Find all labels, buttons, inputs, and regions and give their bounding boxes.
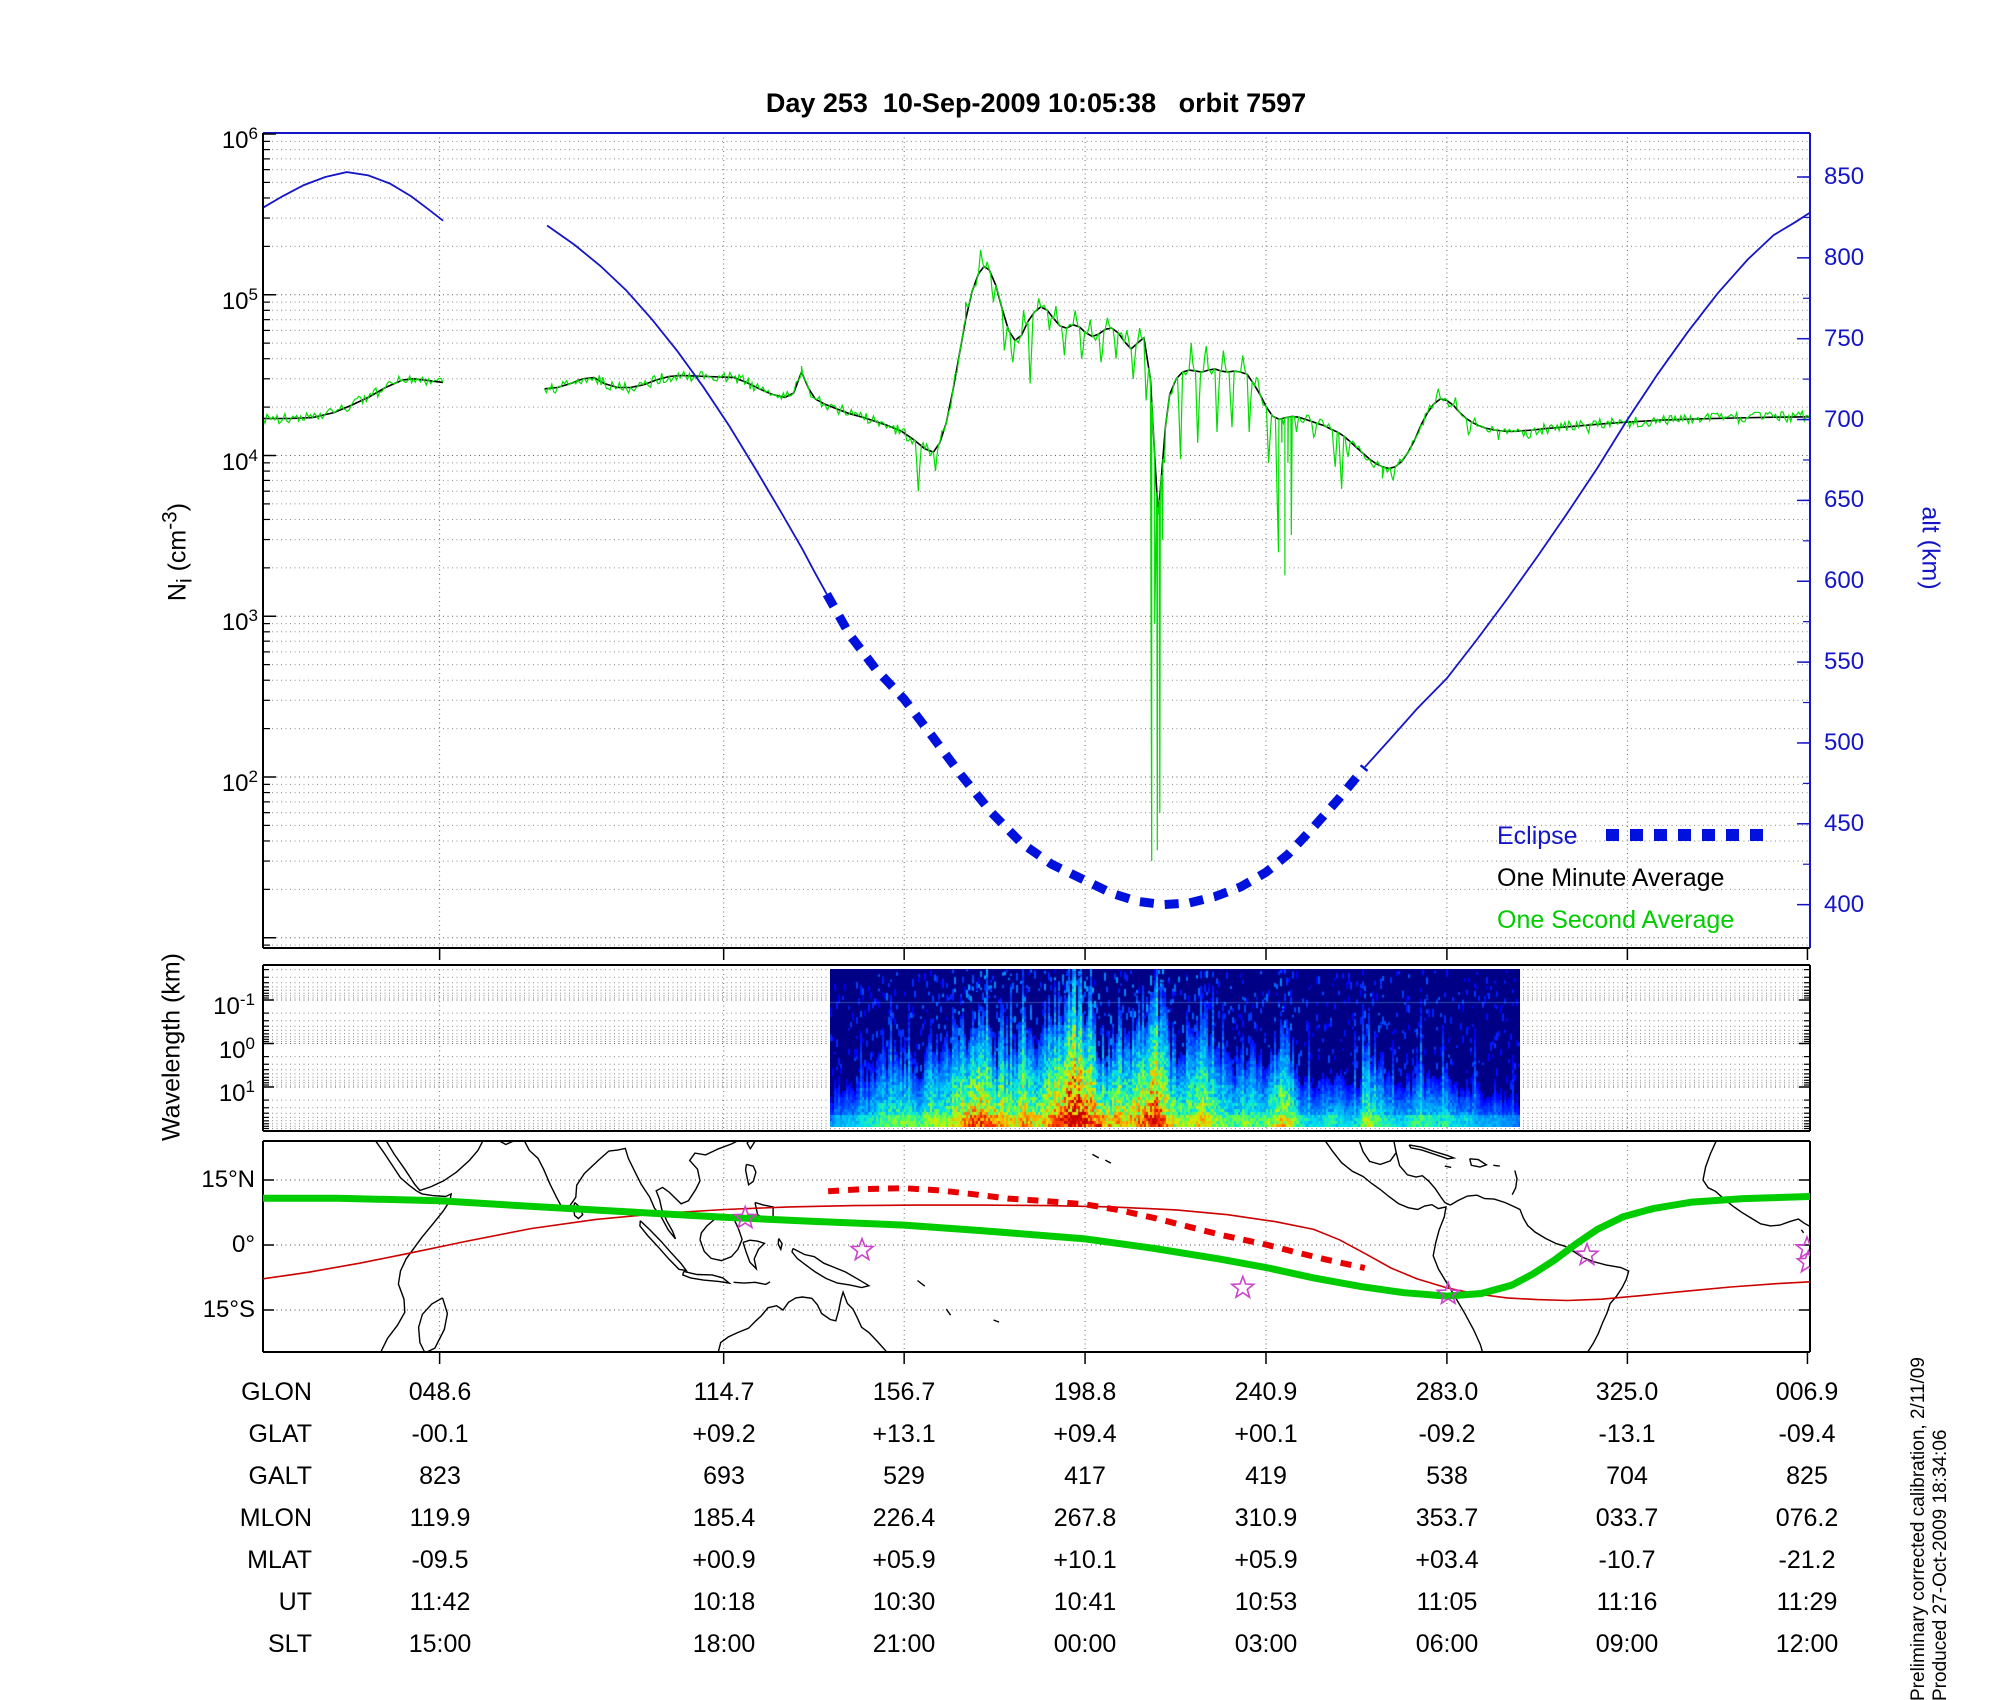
table-cell: 11:29 <box>1776 1588 1838 1616</box>
altitude-tick-label: 800 <box>1824 244 1865 271</box>
table-cell: 10:53 <box>1234 1588 1298 1616</box>
wavelength-tick-label: 101 <box>218 1077 255 1107</box>
table-cell: -09.2 <box>1418 1420 1476 1448</box>
altitude-tick-label: 600 <box>1824 567 1865 594</box>
table-cell: +13.1 <box>872 1420 936 1448</box>
produced-line-2: Produced 27-Oct-2009 18:34:06 <box>1930 1429 1951 1700</box>
altitude-tick-label: 550 <box>1824 648 1865 675</box>
table-cell: -00.1 <box>411 1420 469 1448</box>
table-cell: 11:42 <box>409 1588 471 1616</box>
table-cell: 417 <box>1064 1462 1106 1490</box>
table-cell: +03.4 <box>1415 1546 1479 1574</box>
table-cell: 10:18 <box>692 1588 756 1616</box>
table-cell: 119.9 <box>409 1504 471 1532</box>
table-cell: 325.0 <box>1595 1378 1659 1406</box>
map-lat-label: 15°S <box>202 1296 255 1323</box>
table-cell: 114.7 <box>693 1378 755 1406</box>
produced-line-1: Preliminary corrected calibration, 2/11/… <box>1908 1357 1929 1700</box>
table-cell: 03:00 <box>1234 1630 1298 1658</box>
table-cell: +00.1 <box>1234 1420 1298 1448</box>
table-cell: 00:00 <box>1053 1630 1117 1658</box>
density-tick-label: 106 <box>221 124 258 154</box>
table-cell: 11:05 <box>1416 1588 1478 1616</box>
altitude-tick-label: 650 <box>1824 486 1865 513</box>
table-row-label: GLAT <box>248 1420 312 1448</box>
table-cell: 693 <box>703 1462 745 1490</box>
table-cell: 823 <box>419 1462 461 1490</box>
table-cell: 10:41 <box>1053 1588 1117 1616</box>
table-cell: 538 <box>1426 1462 1468 1490</box>
table-cell: 18:00 <box>692 1630 756 1658</box>
altitude-tick-label: 750 <box>1824 325 1865 352</box>
table-row-label: GLON <box>241 1378 312 1406</box>
table-cell: 185.4 <box>692 1504 756 1532</box>
map-lat-label: 15°N <box>201 1166 255 1193</box>
table-cell: 353.7 <box>1415 1504 1479 1532</box>
density-tick-label: 105 <box>221 285 258 315</box>
table-cell: +05.9 <box>872 1546 936 1574</box>
table-cell: 529 <box>883 1462 925 1490</box>
page-title: Day 253 10-Sep-2009 10:05:38 orbit 7597 <box>765 88 1307 118</box>
table-cell: 006.9 <box>1775 1378 1839 1406</box>
table-cell: 033.7 <box>1595 1504 1659 1532</box>
table-cell: 156.7 <box>872 1378 936 1406</box>
table-cell: 267.8 <box>1053 1504 1117 1532</box>
table-cell: 048.6 <box>408 1378 472 1406</box>
table-cell: -10.7 <box>1598 1546 1656 1574</box>
table-cell: 198.8 <box>1053 1378 1117 1406</box>
altitude-tick-label: 450 <box>1824 810 1865 837</box>
table-cell: +00.9 <box>692 1546 756 1574</box>
table-cell: -13.1 <box>1598 1420 1656 1448</box>
table-cell: 419 <box>1245 1462 1287 1490</box>
legend-second-label: One Second Average <box>1497 906 1735 934</box>
table-cell: +09.2 <box>692 1420 756 1448</box>
wavelength-tick-label: 100 <box>218 1034 255 1064</box>
table-row-label: GALT <box>248 1462 312 1490</box>
altitude-tick-label: 850 <box>1824 163 1865 190</box>
legend-minute-label: One Minute Average <box>1497 864 1725 892</box>
table-cell: 21:00 <box>872 1630 936 1658</box>
table-cell: 226.4 <box>872 1504 936 1532</box>
density-tick-label: 103 <box>221 606 258 636</box>
table-cell: -09.4 <box>1778 1420 1836 1448</box>
table-row-label: MLAT <box>247 1546 312 1574</box>
table-cell: 825 <box>1786 1462 1828 1490</box>
table-cell: +09.4 <box>1053 1420 1117 1448</box>
table-cell: 09:00 <box>1595 1630 1659 1658</box>
altitude-tick-label: 700 <box>1824 406 1865 433</box>
table-cell: 12:00 <box>1775 1630 1839 1658</box>
table-cell: +10.1 <box>1053 1546 1117 1574</box>
table-cell: 283.0 <box>1415 1378 1479 1406</box>
table-cell: +05.9 <box>1234 1546 1298 1574</box>
altitude-tick-label: 400 <box>1824 891 1865 918</box>
density-axis-label: Ni (cm-3) <box>158 502 197 602</box>
legend-eclipse-label: Eclipse <box>1497 822 1578 850</box>
table-cell: 15:00 <box>408 1630 472 1658</box>
table-row-label: SLT <box>268 1630 312 1658</box>
table-cell: 06:00 <box>1415 1630 1479 1658</box>
table-cell: 10:30 <box>872 1588 936 1616</box>
wavelength-tick-label: 10-1 <box>213 990 255 1020</box>
legend-eclipse-marker <box>1606 829 1770 841</box>
table-row-label: MLON <box>239 1504 312 1532</box>
table-cell: -21.2 <box>1778 1546 1836 1574</box>
table-row-label: UT <box>278 1588 312 1616</box>
density-tick-label: 102 <box>221 767 258 797</box>
table-cell: 310.9 <box>1234 1504 1298 1532</box>
table-cell: 11:16 <box>1596 1588 1658 1616</box>
table-cell: 076.2 <box>1775 1504 1839 1532</box>
produced-note: Preliminary corrected calibration, 2/11/… <box>1908 1261 1952 1700</box>
table-cell: 704 <box>1606 1462 1648 1490</box>
altitude-tick-label: 500 <box>1824 729 1865 756</box>
table-cell: 240.9 <box>1234 1378 1298 1406</box>
map-lat-label: 0° <box>232 1231 255 1258</box>
density-tick-label: 104 <box>221 446 258 476</box>
table-cell: -09.5 <box>411 1546 469 1574</box>
wavelength-spectrogram <box>830 969 1520 1127</box>
